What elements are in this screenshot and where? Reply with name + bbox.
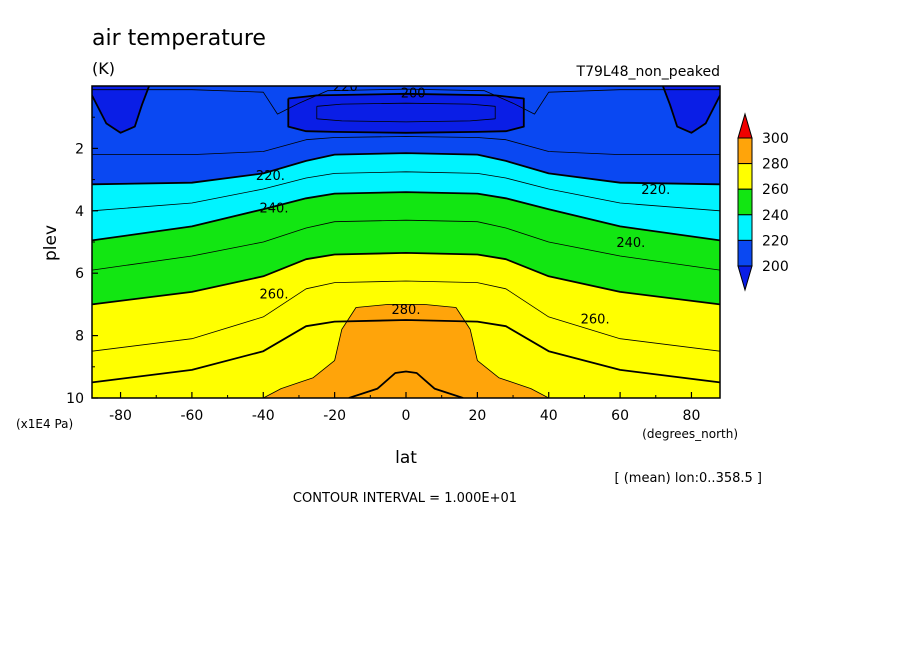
colorbar-label-280: 280 bbox=[762, 157, 789, 173]
x-tick-label--20: -20 bbox=[323, 408, 346, 424]
contour-label-1: 200 bbox=[401, 86, 426, 101]
colorbar-label-260: 260 bbox=[762, 182, 789, 198]
colorbar: 200 220 240 260 280 300 bbox=[737, 112, 789, 292]
y-axis: 2 4 6 8 10 bbox=[66, 116, 98, 407]
contour-label-3: 220. bbox=[641, 183, 670, 198]
isotherm-190-1 bbox=[316, 102, 496, 123]
x-tick-label-20: 20 bbox=[468, 408, 486, 424]
chart-units: (K) bbox=[92, 59, 115, 78]
colorbar-label-220: 220 bbox=[762, 233, 789, 249]
contour-label-4: 240. bbox=[260, 202, 289, 217]
contour-interval-note: CONTOUR INTERVAL = 1.000E+01 bbox=[293, 491, 517, 506]
isotherm-280-1 bbox=[92, 319, 720, 384]
x-axis-units: (degrees_north) bbox=[642, 427, 738, 441]
colorbar-swatch-280 bbox=[737, 137, 753, 165]
chart-subtitle: T79L48_non_peaked bbox=[576, 64, 720, 80]
contour-label-layer: 220 200 220. 220. 240. 240. 260. 260. 280. bbox=[256, 80, 670, 328]
x-tick-label--60: -60 bbox=[180, 408, 203, 424]
colorbar-over-arrow bbox=[737, 112, 753, 139]
colorbar-swatch-260 bbox=[737, 163, 753, 190]
x-tick-label-40: 40 bbox=[540, 408, 558, 424]
x-tick-label-0: 0 bbox=[402, 408, 411, 424]
isotherm-300-1 bbox=[348, 370, 464, 398]
colorbar-under-arrow bbox=[737, 265, 753, 292]
colorbar-label-300: 300 bbox=[762, 131, 789, 147]
isotherm-200-2 bbox=[662, 86, 720, 134]
colorbar-swatch-240 bbox=[737, 188, 753, 216]
contour-label-0: 220 bbox=[333, 80, 358, 95]
fill-cold-pocket-south bbox=[92, 86, 150, 133]
colorbar-swatch-220 bbox=[737, 214, 753, 241]
contour-label-2: 220. bbox=[256, 169, 285, 184]
isotherm-200-3 bbox=[287, 92, 525, 134]
x-tick-label--80: -80 bbox=[109, 408, 132, 424]
isotherm-240-1 bbox=[92, 191, 720, 242]
colorbar-swatch-200 bbox=[737, 239, 753, 267]
isotherm-230-1 bbox=[92, 171, 720, 212]
isotherm-260-1 bbox=[92, 251, 720, 306]
y-axis-units: (x1E4 Pa) bbox=[16, 417, 73, 431]
isotherm-220-1 bbox=[92, 152, 720, 186]
colorbar-label-200: 200 bbox=[762, 259, 789, 275]
x-tick-label-80: 80 bbox=[683, 408, 701, 424]
colorbar-label-240: 240 bbox=[762, 208, 789, 224]
isotherm-line-layer bbox=[92, 86, 720, 398]
isotherm-250-1 bbox=[92, 219, 720, 271]
isotherm-270-1 bbox=[92, 280, 720, 352]
x-tick-label--40: -40 bbox=[252, 408, 275, 424]
fill-band-280-300 bbox=[263, 304, 549, 398]
fill-cold-pocket-equator bbox=[288, 93, 524, 133]
fill-cold-pocket-north bbox=[662, 86, 720, 133]
isotherm-290-1 bbox=[263, 303, 549, 398]
y-tick-label-4: 4 bbox=[75, 204, 84, 220]
x-axis: -80 -60 -40 -20 0 20 40 60 80 bbox=[109, 392, 700, 424]
y-tick-label-2: 2 bbox=[75, 141, 84, 157]
contour-label-8: 280. bbox=[392, 303, 421, 318]
contour-label-5: 240. bbox=[616, 236, 645, 251]
y-tick-label-6: 6 bbox=[75, 266, 84, 282]
mean-note: [ (mean) lon:0..358.5 ] bbox=[615, 471, 763, 486]
y-axis-label: plev bbox=[41, 225, 61, 261]
y-tick-label-10: 10 bbox=[66, 391, 84, 407]
temperature-fill-layer bbox=[92, 86, 720, 398]
y-tick-label-8: 8 bbox=[75, 329, 84, 345]
plot-area: 220 200 220. 220. 240. 240. 260. 260. 280. bbox=[92, 80, 720, 398]
contour-label-7: 260. bbox=[581, 313, 610, 328]
isotherm-210-2 bbox=[92, 136, 720, 156]
chart-title: air temperature bbox=[92, 26, 266, 51]
x-tick-label-60: 60 bbox=[611, 408, 629, 424]
isotherm-210-1 bbox=[92, 88, 720, 115]
x-axis-label: lat bbox=[395, 448, 417, 468]
isotherm-200-1 bbox=[92, 86, 150, 134]
contour-label-6: 260. bbox=[260, 288, 289, 303]
